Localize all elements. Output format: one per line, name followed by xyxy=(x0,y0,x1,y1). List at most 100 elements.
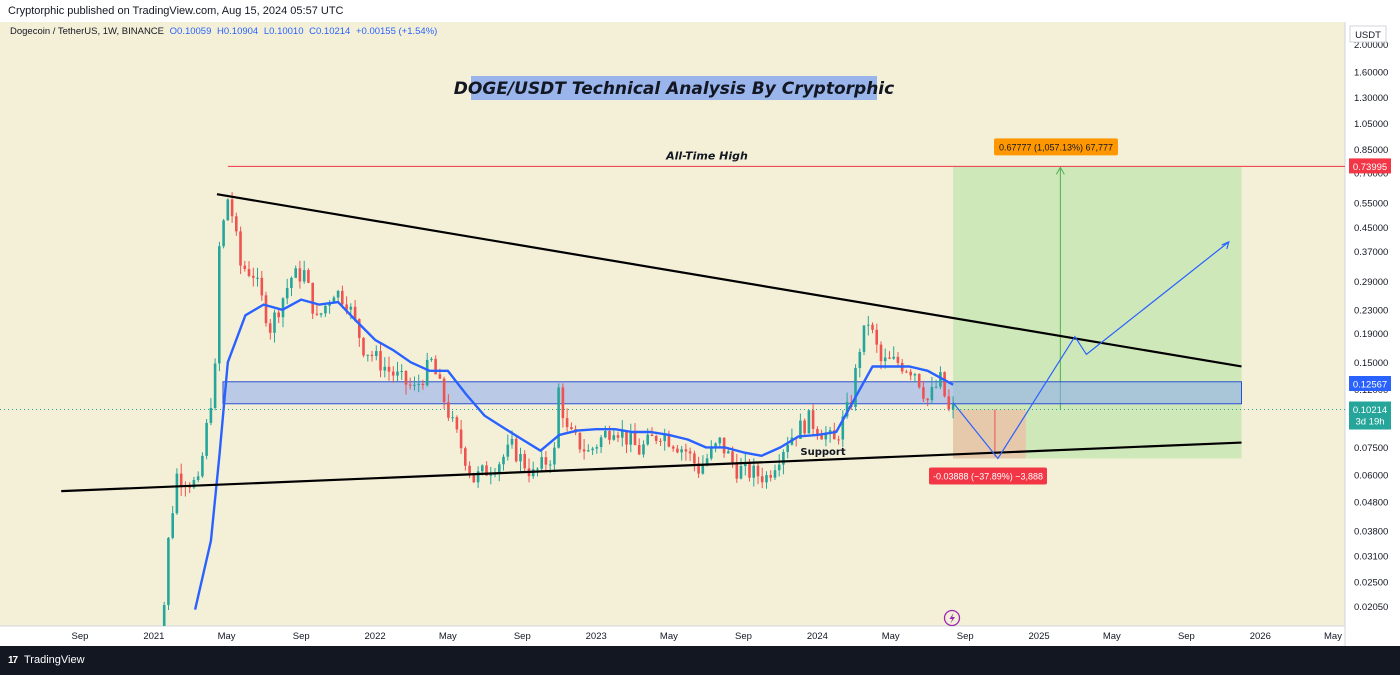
candle-body xyxy=(362,337,365,356)
footer-bar: 17 TradingView xyxy=(0,646,1400,675)
ath-price-tag-box xyxy=(1349,158,1391,174)
candle-body xyxy=(896,356,900,363)
candle-body xyxy=(591,448,594,451)
candle-body xyxy=(536,468,539,470)
candle-body xyxy=(277,312,280,318)
x-tick-label: Sep xyxy=(735,631,752,642)
y-tick-label: 0.37000 xyxy=(1354,247,1388,258)
candle-body xyxy=(425,359,429,386)
x-tick-label: 2023 xyxy=(586,631,607,642)
candle-body xyxy=(464,448,467,466)
candle-body xyxy=(459,429,463,449)
candle-body xyxy=(735,462,739,479)
candle-body xyxy=(913,374,917,376)
candle-body xyxy=(582,449,586,452)
candle-body xyxy=(557,387,560,448)
candle-body xyxy=(722,437,726,454)
candle-body xyxy=(595,447,599,449)
candle-body xyxy=(616,435,620,438)
candle-body xyxy=(667,434,671,447)
candle-body xyxy=(252,275,255,278)
candle-body xyxy=(273,312,276,333)
y-tick-label: 0.03800 xyxy=(1354,526,1388,537)
candle-body xyxy=(175,473,179,514)
y-tick-label: 0.02050 xyxy=(1354,602,1388,613)
candle-body xyxy=(315,313,319,315)
candle-body xyxy=(909,371,912,376)
support-trendline[interactable] xyxy=(61,441,1242,493)
target-label-box xyxy=(994,138,1118,156)
candle-body xyxy=(290,277,293,288)
candle-body xyxy=(408,384,412,386)
y-tick-label: 1.05000 xyxy=(1354,119,1388,130)
candle-body xyxy=(188,486,191,488)
candle-body xyxy=(167,537,170,605)
candle-body xyxy=(523,454,526,469)
candle-body xyxy=(799,420,802,439)
candle-body xyxy=(917,374,921,388)
candle-body xyxy=(162,605,166,626)
y-tick-label: 0.07500 xyxy=(1354,443,1388,454)
candle-body xyxy=(786,444,789,452)
price-axis-background xyxy=(1345,22,1400,646)
candle-body xyxy=(650,434,654,436)
candle-body xyxy=(196,476,200,480)
candle-body xyxy=(205,422,208,456)
candle-body xyxy=(485,465,488,476)
x-tick-label: May xyxy=(660,631,678,642)
candle-body xyxy=(481,465,484,472)
candle-body xyxy=(430,358,433,360)
candle-body xyxy=(858,352,862,368)
candle-body xyxy=(222,220,225,247)
candle-body xyxy=(506,444,510,457)
y-tick-label: 0.23000 xyxy=(1354,305,1388,316)
candle-body xyxy=(341,290,344,305)
ohlc-low: L0.10010 xyxy=(263,26,304,37)
candle-body xyxy=(514,438,518,462)
candle-body xyxy=(281,298,285,318)
candle-body xyxy=(943,372,946,397)
lightning-icon[interactable] xyxy=(943,609,961,627)
chart-title: DOGE/USDT Technical Analysis By Cryptorp… xyxy=(454,76,894,100)
candle-body xyxy=(841,416,845,440)
candle-body xyxy=(243,265,247,269)
candle-body xyxy=(213,363,217,408)
candle-body xyxy=(599,437,603,447)
candle-body xyxy=(659,440,662,442)
ema-price-tag: 0.12567 xyxy=(1353,380,1387,391)
candle-body xyxy=(442,378,446,403)
candle-body xyxy=(760,476,764,483)
candle-body xyxy=(892,356,895,359)
candle-body xyxy=(379,351,382,371)
candle-body xyxy=(358,319,361,338)
candle-body xyxy=(731,451,734,463)
candle-body xyxy=(663,434,666,442)
candle-body xyxy=(633,432,637,446)
candle-body xyxy=(366,354,370,356)
candle-body xyxy=(926,398,929,401)
candle-body xyxy=(319,313,323,315)
candle-body xyxy=(739,466,743,479)
candle-body xyxy=(629,432,632,445)
resistance-support-zone[interactable] xyxy=(222,381,1243,405)
resistance-trendline[interactable] xyxy=(216,193,1242,368)
chart-area[interactable]: All-Time High Support 0.67777 (1,057.13%) … xyxy=(0,22,1400,646)
candle-body xyxy=(578,432,582,450)
candle-body xyxy=(947,396,951,410)
candle-body xyxy=(268,323,272,333)
candle-body xyxy=(756,465,760,477)
ema-line[interactable] xyxy=(193,298,954,610)
projection-path[interactable] xyxy=(952,241,1230,460)
x-tick-label: 2024 xyxy=(807,631,828,642)
x-tick-label: May xyxy=(1103,631,1121,642)
footer-brand[interactable]: TradingView xyxy=(23,654,85,666)
candle-body xyxy=(548,464,552,466)
candle-body xyxy=(553,447,556,465)
candle-body xyxy=(671,446,675,449)
y-tick-label: 1.60000 xyxy=(1354,67,1388,78)
candle-body xyxy=(561,387,565,419)
chart-canvas[interactable]: All-Time High Support 0.67777 (1,057.13%) … xyxy=(0,22,1400,646)
candle-body xyxy=(544,457,548,465)
candle-body xyxy=(951,404,955,410)
tradingview-logo-icon[interactable]: 17 xyxy=(8,655,18,666)
